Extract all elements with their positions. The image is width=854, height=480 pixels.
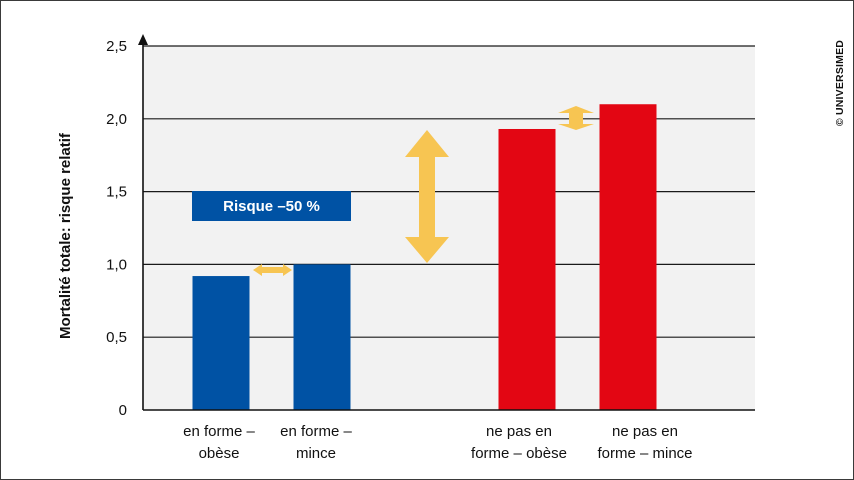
x-tick-label: en forme – [280,423,352,440]
x-tick-label: ne pas en [486,423,552,440]
comparison-arrows [253,106,594,276]
bar [293,264,351,410]
y-tick-label: 2,5 [106,38,127,55]
y-tick-label: 2,0 [106,111,127,128]
x-tick-label: obèse [199,445,240,462]
copyright-credit: © UNIVERSIMED [834,40,846,126]
y-tick-label: 0 [119,402,127,419]
axes [138,34,755,411]
x-tick-label: forme – mince [597,445,692,462]
x-tick-label: forme – obèse [471,445,567,462]
y-tick-label: 0,5 [106,329,127,346]
risk-annotation-label: Risque –50 % [223,198,320,215]
double-arrow-icon [558,106,594,130]
x-tick-label: ne pas en [612,423,678,440]
bar [599,104,657,411]
y-axis-arrowhead [138,34,148,45]
x-tick-label: mince [296,445,336,462]
y-axis-label: Mortalité totale: risque relatif [57,132,74,339]
risk-annotation: Risque –50 % [192,191,351,221]
category-labels: en forme – obèse en forme – mince ne pas en f… [183,423,692,462]
bars [192,104,657,411]
y-tick-label: 1,0 [106,256,127,273]
bar [192,276,250,410]
risk-annotation-badge [192,191,351,221]
x-tick-label: en forme – [183,423,255,440]
bar [498,128,556,410]
y-tick-labels: 0 0,5 1,0 1,5 2,0 2,5 [106,38,127,419]
double-arrow-icon [405,130,449,263]
double-arrow-icon [253,264,292,276]
y-tick-label: 1,5 [106,184,127,201]
